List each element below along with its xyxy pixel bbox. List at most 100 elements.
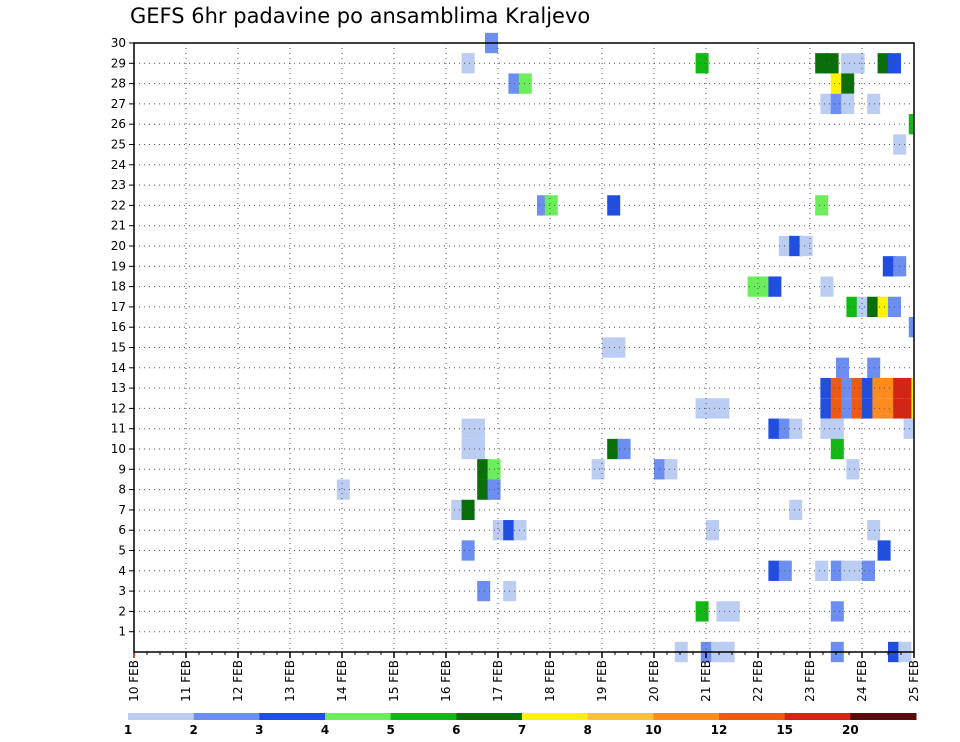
y-tick-label: 8 <box>118 483 126 497</box>
y-tick-label: 17 <box>111 300 126 314</box>
heatmap-cell <box>830 601 844 622</box>
y-tick-label: 29 <box>111 56 126 70</box>
x-axis: 10 FEB 11 FEB 12 FEB 13 FEB 14 FEB 15 FEB 16 F… <box>127 652 921 702</box>
cells-layer <box>336 32 914 663</box>
heatmap-cell <box>856 296 870 318</box>
y-tick-label: 3 <box>118 584 126 598</box>
x-tick-label: 11 FEB <box>179 660 193 702</box>
y-tick-label: 1 <box>118 625 126 639</box>
heatmap-cell <box>841 73 855 94</box>
heatmap-cell <box>789 235 803 257</box>
colorbar-swatch <box>653 713 720 720</box>
heatmap-cell <box>591 459 605 480</box>
x-tick-label: 12 FEB <box>231 660 245 702</box>
heatmap-cell <box>789 499 803 521</box>
heatmap-cell <box>830 377 844 399</box>
x-tick-label: 10 FEB <box>127 660 141 702</box>
colorbar-swatch <box>193 713 260 720</box>
x-tick-label: 22 FEB <box>751 660 765 702</box>
x-tick-label: 23 FEB <box>803 660 817 702</box>
heatmap-cell <box>841 93 855 115</box>
colorbar-swatch <box>456 713 523 720</box>
y-tick-label: 15 <box>111 341 126 355</box>
heatmap-cell <box>695 601 709 622</box>
heatmap-cell <box>451 499 465 521</box>
heatmap-cell <box>908 317 914 338</box>
heatmap-cell <box>695 398 709 419</box>
colorbar-label: 5 <box>386 723 394 737</box>
heatmap-cell <box>841 560 855 581</box>
y-tick-label: 14 <box>111 361 126 375</box>
heatmap-cell <box>607 195 621 216</box>
heatmap-cell <box>602 337 615 358</box>
heatmap-cell <box>836 357 849 378</box>
heatmap-cell <box>903 418 914 439</box>
colorbar-label: 1 <box>124 723 132 737</box>
x-tick-label: 21 FEB <box>699 660 713 702</box>
y-tick-label: 30 <box>111 36 126 50</box>
heatmap-cell <box>461 540 475 561</box>
heatmap-cell <box>695 53 709 74</box>
y-tick-label: 19 <box>111 259 126 273</box>
y-tick-label: 6 <box>118 523 126 537</box>
heatmap-cell <box>862 560 875 581</box>
heatmap-cell <box>830 438 844 460</box>
heatmap-cell <box>841 398 855 419</box>
colorbar-swatch <box>259 713 326 720</box>
y-tick-label: 7 <box>118 503 126 517</box>
colorbar-swatch <box>587 713 654 720</box>
heatmap-cell <box>911 377 914 399</box>
heatmap-cell <box>830 93 844 115</box>
heatmap-cell <box>872 398 886 419</box>
heatmap-cell <box>851 377 865 399</box>
heatmap-cell <box>830 418 844 439</box>
heatmap-cell <box>513 520 527 541</box>
colorbar-label: 15 <box>776 723 793 737</box>
x-tick-label: 14 FEB <box>335 660 349 702</box>
x-tick-label: 25 FEB <box>907 660 921 702</box>
heatmap-cell <box>825 53 839 74</box>
heatmap-cell <box>862 377 875 399</box>
heatmap-cell <box>612 337 626 358</box>
grid-layer <box>134 42 914 652</box>
plot-frame <box>133 42 915 653</box>
heatmap-cell <box>815 560 829 581</box>
colorbar-label: 3 <box>255 723 263 737</box>
colorbar-swatch <box>784 713 851 720</box>
heatmap-cell <box>903 377 914 399</box>
colorbar-label: 10 <box>645 723 662 737</box>
colorbar: 1 2 3 4 5 6 7 8 10 12 15 20 <box>124 713 917 737</box>
colorbar-label: 2 <box>189 723 197 737</box>
heatmap-cell <box>518 73 532 94</box>
x-tick-label: 16 FEB <box>439 660 453 702</box>
heatmap-cell <box>830 73 844 94</box>
heatmap-cell <box>903 398 914 419</box>
x-tick-label: 15 FEB <box>387 660 401 702</box>
heatmap-cell <box>851 560 865 581</box>
heatmap-cell <box>867 357 881 378</box>
heatmap-cell <box>867 93 881 115</box>
heatmap-cell <box>461 438 475 460</box>
x-tick-label: 17 FEB <box>491 660 505 702</box>
heatmap-cell <box>778 560 792 581</box>
y-tick-label: 23 <box>111 178 126 192</box>
heatmap-cell <box>336 479 350 500</box>
y-tick-label: 11 <box>111 422 126 436</box>
y-axis: 1234567891011121314151617181920212223242… <box>111 36 134 639</box>
heatmap-cell <box>846 459 860 480</box>
chart-title: GEFS 6hr padavine po ansamblima Kraljevo <box>130 4 591 28</box>
colorbar-label: 7 <box>518 723 526 737</box>
heatmap-cell <box>815 53 829 74</box>
heatmap-cell <box>477 479 491 500</box>
heatmap-cell <box>820 398 834 419</box>
heatmap-cell <box>778 418 792 439</box>
y-tick-label: 18 <box>111 280 126 294</box>
heatmap-cell <box>851 398 865 419</box>
heatmap-cell <box>908 114 914 135</box>
y-tick-label: 13 <box>111 381 126 395</box>
heatmap-cell <box>726 601 740 622</box>
heatmap-cell <box>544 195 558 216</box>
heatmap-cell <box>820 418 834 439</box>
heatmap-cell <box>716 398 730 419</box>
heatmap-cell <box>472 438 485 460</box>
